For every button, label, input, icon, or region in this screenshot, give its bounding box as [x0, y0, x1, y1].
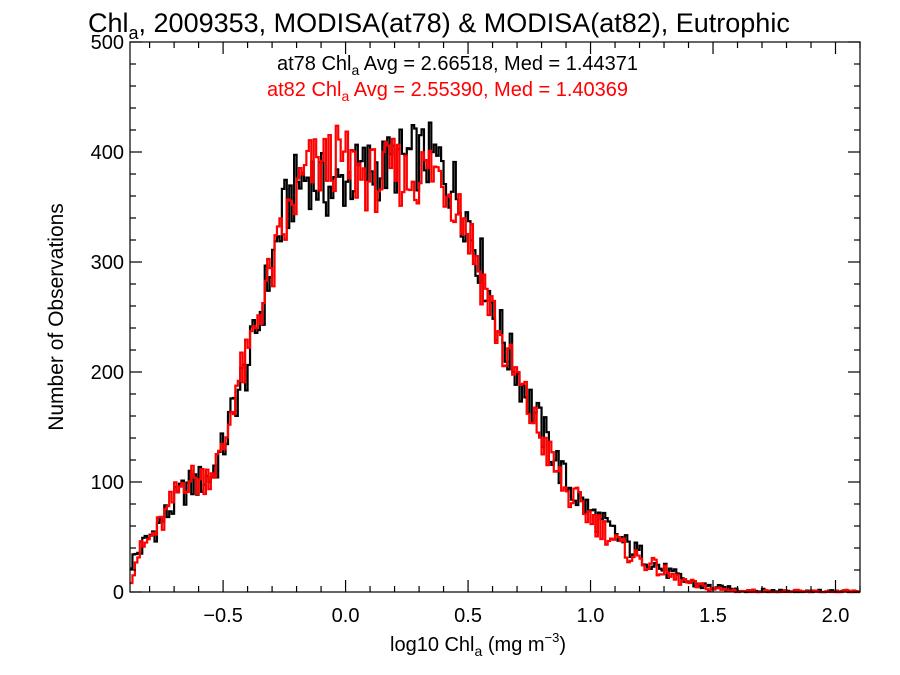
x-tick-label: 0.5: [454, 605, 482, 627]
y-axis-label: Number of Observations: [45, 203, 68, 431]
x-tick-label: −0.5: [203, 605, 242, 627]
y-tick-label: 200: [91, 362, 124, 384]
annotation-at82: at82 Chla Avg = 2.55390, Med = 1.40369: [267, 79, 628, 104]
y-tick-label: 500: [91, 32, 124, 54]
y-tick-label: 300: [91, 252, 124, 274]
series-layer: [130, 121, 860, 594]
y-tick-label: 400: [91, 142, 124, 164]
y-tick-label: 100: [91, 472, 124, 494]
y-tick-label: 0: [113, 582, 124, 604]
x-axis-label: log10 Chla (mg m−3): [390, 630, 566, 659]
x-tick-label: 2.0: [822, 605, 850, 627]
x-tick-label: 1.5: [699, 605, 727, 627]
plot-frame: [129, 41, 861, 593]
annotation-at78: at78 Chla Avg = 2.66518, Med = 1.44371: [277, 53, 638, 78]
x-tick-label: 0.0: [332, 605, 360, 627]
series-line-at82: [130, 124, 860, 594]
x-tick-label: 1.0: [577, 605, 605, 627]
tick-layer: −0.5 0.0 0.5 1.0 1.5 2.0 0 100 200 300 400 500: [91, 32, 861, 627]
chart-title: Chla, 2009353, MODISA(at78) & MODISA(at8…: [88, 8, 790, 43]
